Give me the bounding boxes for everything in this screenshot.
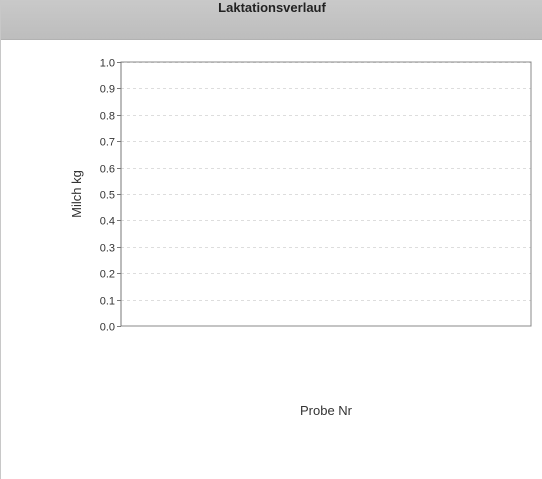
y-tick-label: 0.5 xyxy=(100,190,115,202)
grid-lines xyxy=(121,62,531,301)
title-bar: Laktationsverlauf xyxy=(1,0,542,40)
x-axis-title: Probe Nr xyxy=(300,403,353,418)
y-tick-label: 0.4 xyxy=(100,216,115,228)
y-axis-title: Milch kg xyxy=(69,170,84,218)
y-tick-label: 0.3 xyxy=(100,243,115,255)
y-tick-label: 0.6 xyxy=(100,164,115,176)
y-tick-label: 0.8 xyxy=(100,111,115,123)
y-tick-label: 0.9 xyxy=(100,84,115,96)
y-tick-label: 0.7 xyxy=(100,137,115,149)
y-tick-label: 1.0 xyxy=(100,58,115,70)
y-tick-label: 0.0 xyxy=(100,322,115,334)
y-axis-ticks: 0.0 0.1 0.2 0.3 0.4 0.5 0.6 0.7 0.8 0.9 1.0 xyxy=(100,58,121,334)
y-tick-label: 0.2 xyxy=(100,269,115,281)
y-tick-label: 0.1 xyxy=(100,296,115,308)
chart-panel-title: Laktationsverlauf xyxy=(218,0,326,15)
